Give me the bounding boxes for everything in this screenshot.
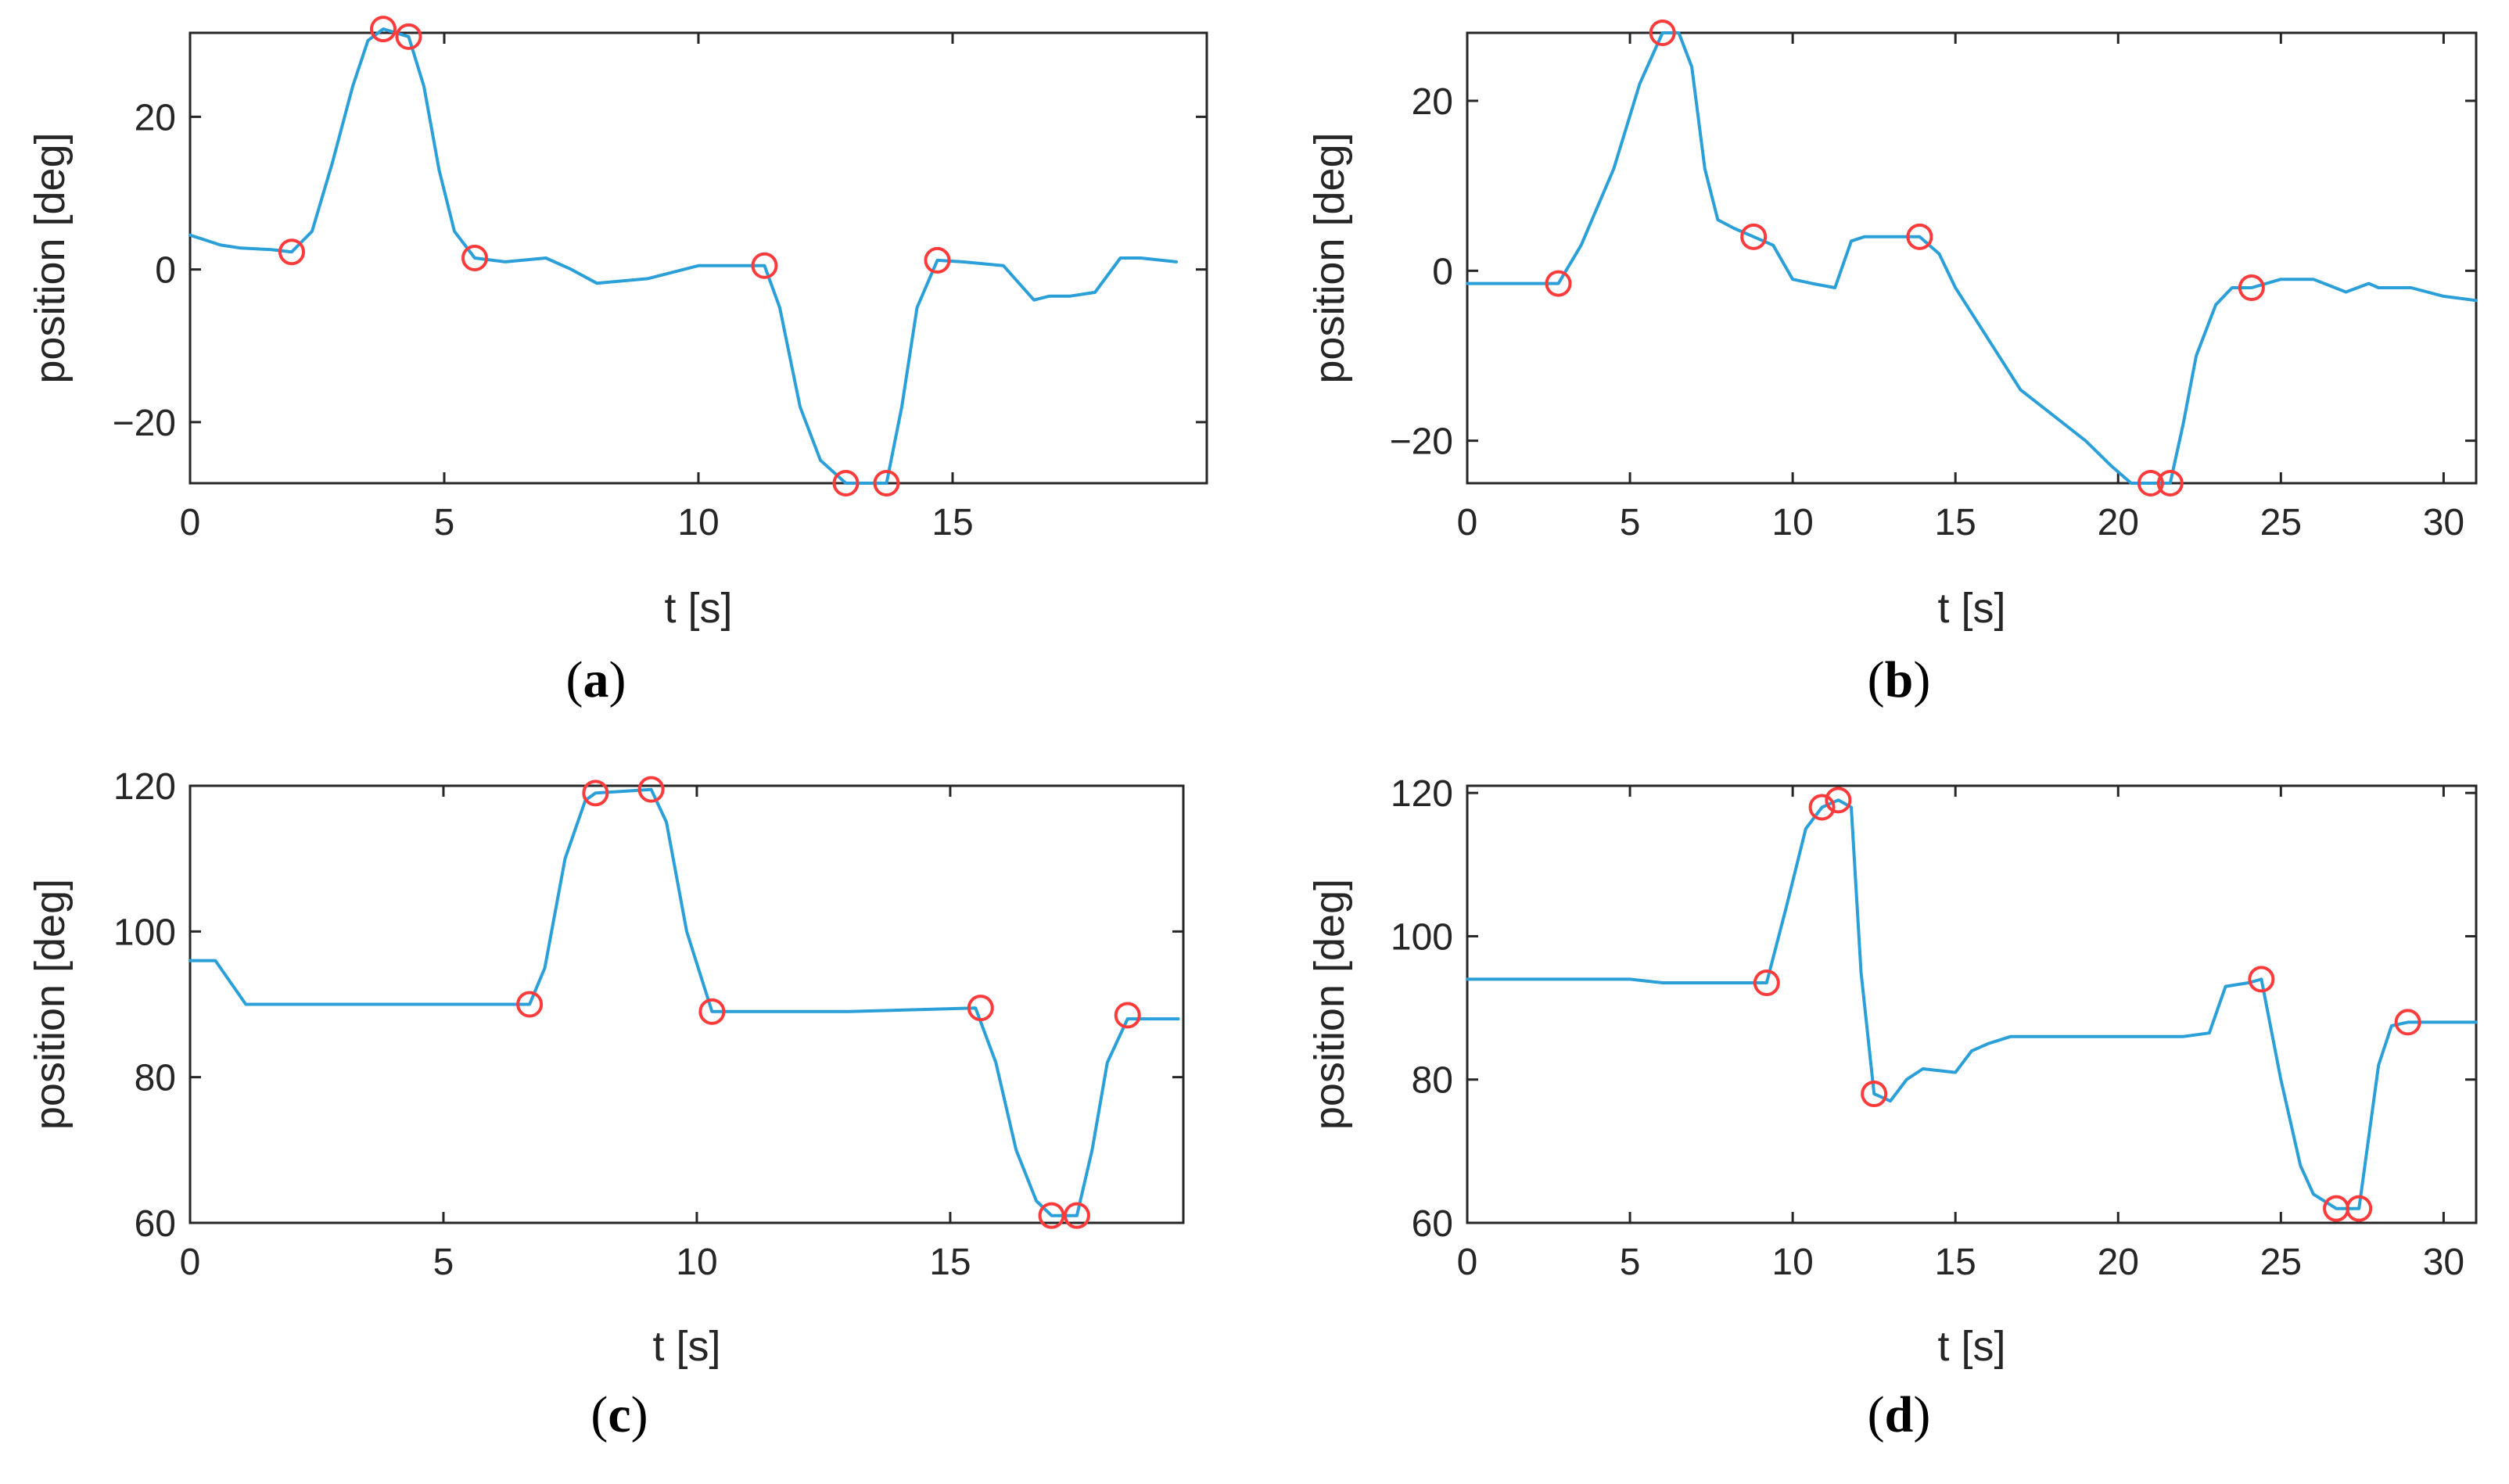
- chart-panel-a: 0 5 10 15 −20 0 20 t [s] position [deg]: [27, 16, 1208, 632]
- series-line: [188, 27, 1178, 485]
- panel-label-a-letter: a: [583, 651, 609, 708]
- marker-point: [1649, 20, 1676, 46]
- x-tick-label: 15: [1934, 502, 1976, 543]
- marker-point: [1740, 223, 1768, 250]
- x-tick-label: 5: [1620, 502, 1641, 543]
- x-tick-label: 0: [180, 502, 201, 543]
- marker-point: [1808, 794, 1836, 821]
- series-line: [1466, 31, 2478, 485]
- y-axis-label: position [deg]: [27, 879, 74, 1130]
- marker-point: [2248, 966, 2275, 993]
- panel-label-c: (c): [590, 1386, 648, 1443]
- marker-point: [1906, 223, 1933, 250]
- x-axis-label: t [s]: [664, 585, 732, 632]
- plot-frame: [188, 31, 1208, 485]
- marker-point: [2346, 1195, 2373, 1222]
- y-tick-label: 100: [1391, 916, 1453, 958]
- marker-point: [637, 776, 665, 803]
- marker-point: [516, 991, 544, 1018]
- y-tick-label: 100: [113, 912, 176, 953]
- chart-panel-c: 0 5 10 15 60 80 100 120 t [s] position [deg]: [27, 766, 1185, 1370]
- marker-point: [1825, 787, 1852, 814]
- y-tick-label: 120: [113, 766, 176, 808]
- y-axis-label: position [deg]: [1306, 132, 1353, 383]
- marker-point: [1063, 1202, 1090, 1229]
- x-axis-label: t [s]: [652, 1323, 720, 1370]
- y-tick-label: 60: [1412, 1203, 1453, 1245]
- x-tick-label: 20: [2098, 1242, 2139, 1283]
- panel-label-d-letter: d: [1884, 1386, 1914, 1443]
- marker-point: [873, 470, 900, 496]
- series-line: [1466, 798, 2478, 1210]
- x-tick-label: 15: [931, 502, 973, 543]
- y-axis-label: position [deg]: [1306, 879, 1353, 1130]
- marker-point: [2156, 470, 2184, 496]
- marker-point: [370, 16, 397, 43]
- y-tick-label: −20: [113, 403, 176, 444]
- panel-label-d: (d): [1867, 1386, 1931, 1443]
- y-tick-label: 80: [1412, 1060, 1453, 1102]
- x-tick-label: 10: [1771, 502, 1813, 543]
- marker-point: [2137, 470, 2164, 496]
- y-tick-label: 0: [1432, 251, 1453, 292]
- x-tick-label: 0: [1457, 502, 1478, 543]
- x-tick-label: 0: [180, 1242, 201, 1283]
- marker-point: [278, 238, 305, 266]
- panel-label-c-letter: c: [608, 1386, 631, 1443]
- y-tick-label: 0: [155, 250, 176, 292]
- chart-panel-d: 0 5 10 15 20 25 30 60 80 100 120 t [s] position [deg…: [1306, 773, 2478, 1370]
- x-tick-label: 20: [2098, 502, 2139, 543]
- marker-point: [1545, 270, 1572, 297]
- marker-point: [461, 245, 488, 271]
- x-tick-label: 10: [676, 1242, 717, 1283]
- x-tick-label: 25: [2260, 502, 2302, 543]
- y-tick-label: 60: [135, 1203, 176, 1245]
- marker-point: [1753, 970, 1780, 997]
- series-line: [188, 787, 1180, 1217]
- marker-point: [924, 246, 951, 274]
- panel-label-b-letter: b: [1884, 651, 1914, 708]
- marker-point: [1114, 1002, 1141, 1029]
- x-tick-label: 5: [1620, 1242, 1641, 1283]
- x-tick-label: 10: [677, 502, 719, 543]
- x-tick-label: 0: [1457, 1242, 1478, 1283]
- x-tick-label: 15: [929, 1242, 971, 1283]
- marker-point: [751, 252, 778, 279]
- y-tick-label: 80: [135, 1058, 176, 1099]
- y-tick-label: 20: [1412, 81, 1453, 123]
- x-tick-label: 25: [2260, 1242, 2302, 1283]
- plot-frame: [1466, 784, 2478, 1224]
- x-axis-label: t [s]: [1937, 585, 2005, 632]
- marker-point: [395, 23, 422, 50]
- y-tick-label: 20: [135, 97, 176, 138]
- x-axis-label: t [s]: [1937, 1323, 2005, 1370]
- x-tick-label: 10: [1771, 1242, 1813, 1283]
- marker-point: [832, 470, 860, 496]
- x-tick-label: 5: [434, 502, 455, 543]
- y-tick-label: 120: [1391, 773, 1453, 815]
- plot-frame: [1466, 31, 2478, 485]
- marker-point: [1038, 1202, 1065, 1229]
- panel-label-b: (b): [1867, 651, 1931, 708]
- panel-label-a: (a): [565, 651, 626, 708]
- marker-point: [582, 780, 609, 807]
- marker-point: [967, 995, 994, 1022]
- y-tick-label: −20: [1390, 421, 1453, 463]
- marker-point: [2238, 274, 2265, 302]
- x-tick-label: 15: [1934, 1242, 1976, 1283]
- x-tick-label: 30: [2423, 1242, 2464, 1283]
- y-axis-label: position [deg]: [27, 132, 74, 383]
- x-tick-label: 30: [2423, 502, 2464, 543]
- marker-point: [698, 998, 726, 1025]
- marker-point: [2394, 1009, 2421, 1036]
- x-tick-label: 5: [433, 1242, 454, 1283]
- marker-point: [1861, 1081, 1888, 1108]
